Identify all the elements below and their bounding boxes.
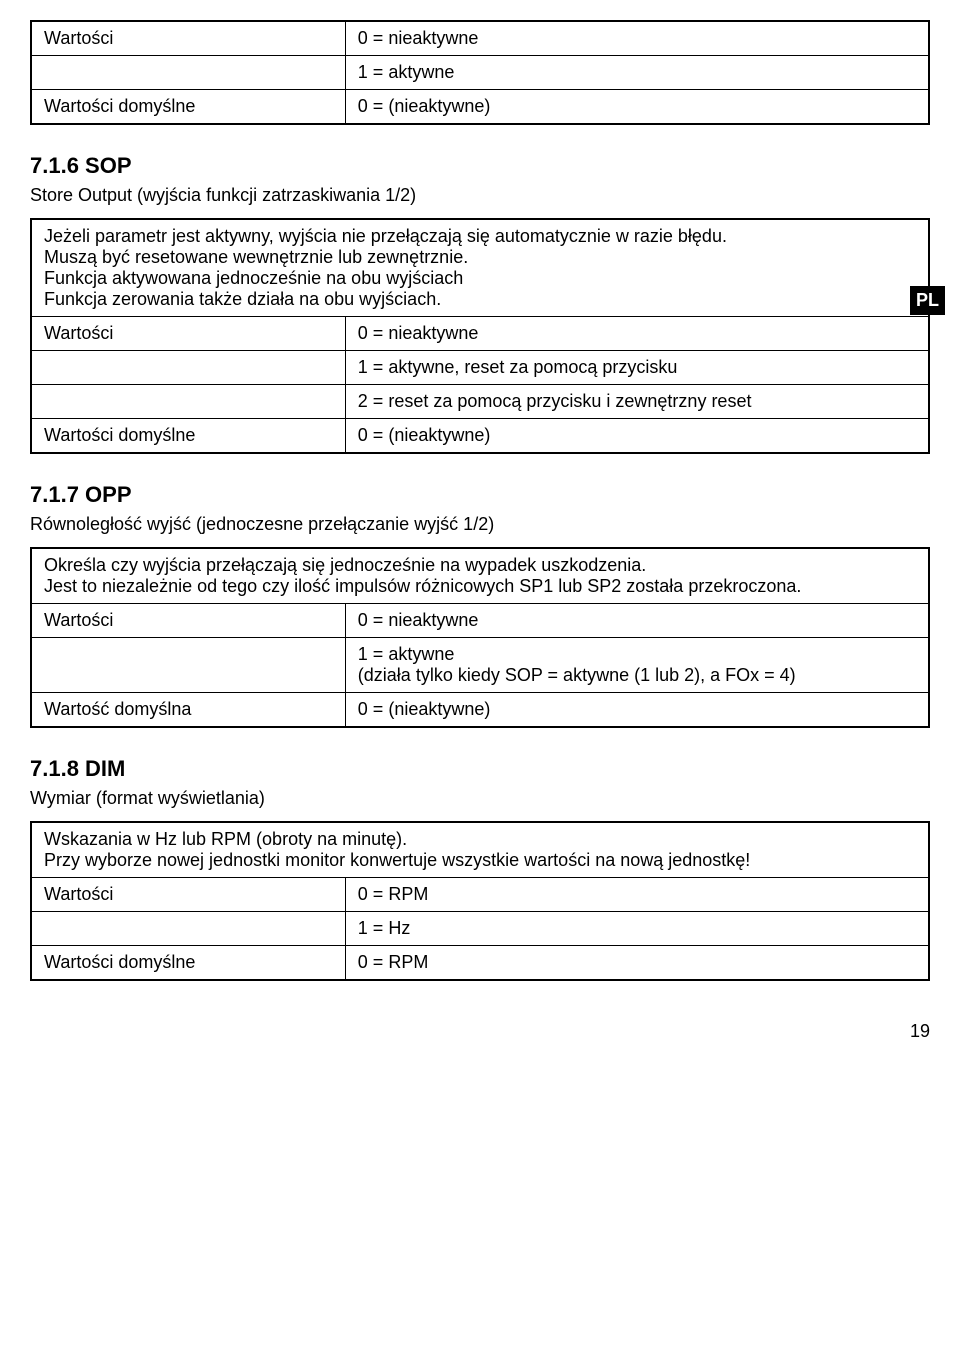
cell-value: 2 = reset za pomocą przycisku i zewnętrz…: [345, 385, 929, 419]
cell-label: [31, 56, 345, 90]
cell-value: 0 = nieaktywne: [345, 21, 929, 56]
table-717: Określa czy wyjścia przełączają się jedn…: [30, 547, 930, 728]
desc-text: Muszą być resetowane wewnętrznie lub zew…: [44, 247, 468, 267]
cell-label: Wartości: [31, 21, 345, 56]
table-row: 1 = aktywne: [31, 56, 929, 90]
cell-label: Wartości: [31, 878, 345, 912]
table-row: 2 = reset za pomocą przycisku i zewnętrz…: [31, 385, 929, 419]
cell-label: Wartości domyślne: [31, 946, 345, 981]
cell-label: Wartości: [31, 317, 345, 351]
section-heading-718: 7.1.8 DIM: [30, 756, 930, 782]
cell-value: 0 = nieaktywne: [345, 604, 929, 638]
cell-value: 0 = (nieaktywne): [345, 90, 929, 125]
cell-value: 1 = Hz: [345, 912, 929, 946]
table-row: 1 = aktywne (działa tylko kiedy SOP = ak…: [31, 638, 929, 693]
cell-label: Wartość domyślna: [31, 693, 345, 728]
desc-text: Funkcja zerowania także działa na obu wy…: [44, 289, 441, 309]
cell-value: 1 = aktywne: [345, 56, 929, 90]
cell-label: Wartości domyślne: [31, 419, 345, 454]
desc-text: Określa czy wyjścia przełączają się jedn…: [44, 555, 646, 575]
table-1: Wartości 0 = nieaktywne 1 = aktywne Wart…: [30, 20, 930, 125]
cell-value: 0 = (nieaktywne): [345, 693, 929, 728]
desc-text: Przy wyborze nowej jednostki monitor kon…: [44, 850, 750, 870]
page-number: 19: [30, 1021, 930, 1042]
table-row: Wartości 0 = nieaktywne: [31, 604, 929, 638]
cell-value: 0 = nieaktywne: [345, 317, 929, 351]
table-row: Wartości 0 = nieaktywne: [31, 21, 929, 56]
table-row: Wartości 0 = RPM: [31, 878, 929, 912]
value-text: (działa tylko kiedy SOP = aktywne (1 lub…: [358, 665, 796, 685]
section-heading-717: 7.1.7 OPP: [30, 482, 930, 508]
section-subtitle-718: Wymiar (format wyświetlania): [30, 788, 930, 809]
table-row: Wskazania w Hz lub RPM (obroty na minutę…: [31, 822, 929, 878]
table-716: Jeżeli parametr jest aktywny, wyjścia ni…: [30, 218, 930, 454]
cell-label: [31, 351, 345, 385]
cell-description: Jeżeli parametr jest aktywny, wyjścia ni…: [31, 219, 929, 317]
cell-label: Wartości: [31, 604, 345, 638]
table-row: Jeżeli parametr jest aktywny, wyjścia ni…: [31, 219, 929, 317]
table-row: Wartości domyślne 0 = (nieaktywne): [31, 90, 929, 125]
cell-value: 1 = aktywne, reset za pomocą przycisku: [345, 351, 929, 385]
cell-value: 0 = RPM: [345, 878, 929, 912]
section-heading-716: 7.1.6 SOP: [30, 153, 930, 179]
cell-label: [31, 912, 345, 946]
cell-label: [31, 638, 345, 693]
cell-description: Określa czy wyjścia przełączają się jedn…: [31, 548, 929, 604]
table-row: 1 = Hz: [31, 912, 929, 946]
cell-value: 0 = (nieaktywne): [345, 419, 929, 454]
table-row: Wartość domyślna 0 = (nieaktywne): [31, 693, 929, 728]
table-row: 1 = aktywne, reset za pomocą przycisku: [31, 351, 929, 385]
desc-text: Jeżeli parametr jest aktywny, wyjścia ni…: [44, 226, 727, 246]
cell-label: Wartości domyślne: [31, 90, 345, 125]
pl-badge: PL: [910, 286, 945, 315]
table-row: Określa czy wyjścia przełączają się jedn…: [31, 548, 929, 604]
table-row: Wartości domyślne 0 = RPM: [31, 946, 929, 981]
section-subtitle-717: Równoległość wyjść (jednoczesne przełącz…: [30, 514, 930, 535]
table-row: Wartości domyślne 0 = (nieaktywne): [31, 419, 929, 454]
section-subtitle-716: Store Output (wyjścia funkcji zatrzaskiw…: [30, 185, 930, 206]
cell-value: 0 = RPM: [345, 946, 929, 981]
desc-text: Wskazania w Hz lub RPM (obroty na minutę…: [44, 829, 407, 849]
value-text: 1 = aktywne: [358, 644, 455, 664]
table-row: Wartości 0 = nieaktywne: [31, 317, 929, 351]
table-718: Wskazania w Hz lub RPM (obroty na minutę…: [30, 821, 930, 981]
cell-label: [31, 385, 345, 419]
cell-value: 1 = aktywne (działa tylko kiedy SOP = ak…: [345, 638, 929, 693]
cell-description: Wskazania w Hz lub RPM (obroty na minutę…: [31, 822, 929, 878]
desc-text: Jest to niezależnie od tego czy ilość im…: [44, 576, 801, 596]
desc-text: Funkcja aktywowana jednocześnie na obu w…: [44, 268, 463, 288]
